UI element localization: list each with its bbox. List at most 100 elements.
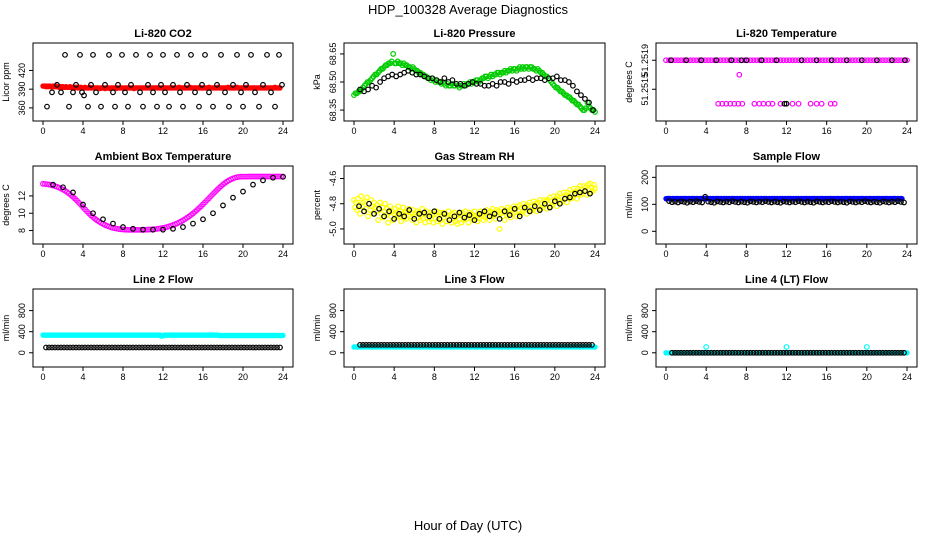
data-point [477, 341, 484, 348]
data-point [831, 57, 838, 64]
data-point [762, 349, 769, 356]
data-point [756, 198, 763, 205]
x-tick-label: 24 [278, 126, 288, 136]
data-point [750, 349, 757, 356]
data-point [540, 341, 547, 348]
data-point [148, 344, 154, 351]
data-point [804, 57, 811, 64]
y-axis-label: degrees C [624, 61, 634, 103]
y-tick-label: 51.2519 [640, 44, 650, 77]
data-point [729, 349, 736, 356]
data-point [880, 57, 886, 64]
x-tick-label: 24 [278, 249, 288, 259]
data-point [240, 188, 246, 195]
data-point [873, 349, 880, 356]
data-point [451, 213, 458, 220]
data-point [232, 344, 238, 351]
x-tick-label: 20 [238, 372, 248, 382]
y-tick-label: 390 [17, 82, 27, 97]
data-point [747, 198, 754, 205]
data-point [70, 189, 76, 196]
x-tick-label: 12 [469, 249, 479, 259]
data-point [256, 344, 262, 351]
series-samples [50, 173, 286, 233]
data-point [556, 200, 563, 207]
data-point [98, 103, 104, 110]
data-point [708, 199, 715, 206]
data-point [867, 57, 874, 64]
data-point [62, 51, 68, 58]
data-point [364, 194, 370, 201]
data-point [819, 349, 826, 356]
data-point [49, 89, 55, 96]
data-point [675, 199, 681, 206]
data-point [492, 341, 499, 348]
data-point [876, 57, 883, 64]
data-point [489, 341, 496, 348]
x-tick-label: 12 [469, 372, 479, 382]
data-point [792, 349, 799, 356]
data-point [732, 198, 739, 205]
data-point [741, 57, 748, 64]
data-point [861, 57, 868, 64]
plot-frame [32, 42, 294, 122]
data-point [260, 173, 266, 180]
data-point [720, 199, 727, 206]
data-point [756, 57, 763, 64]
data-point [453, 341, 460, 348]
data-point [789, 198, 796, 205]
data-point [271, 344, 277, 351]
data-point [130, 225, 136, 232]
data-point [49, 344, 55, 351]
data-point [486, 213, 493, 220]
data-point [713, 57, 720, 64]
data-point [825, 57, 832, 64]
data-point [243, 81, 249, 88]
x-tick-label: 16 [822, 249, 832, 259]
y-axis-label: kPa [312, 74, 322, 90]
x-tick-label: 12 [781, 126, 791, 136]
data-point [708, 349, 715, 356]
data-point [184, 81, 190, 88]
data-point [223, 344, 229, 351]
data-point [816, 57, 823, 64]
data-point [229, 344, 235, 351]
data-point [459, 341, 466, 348]
data-point [786, 57, 793, 64]
data-point [268, 344, 274, 351]
data-point [741, 349, 748, 356]
data-point [732, 349, 739, 356]
data-point [46, 344, 52, 351]
x-tick-label: 4 [704, 372, 709, 382]
data-point [437, 79, 444, 85]
data-point [526, 208, 533, 215]
plot-area [40, 51, 285, 110]
data-point [414, 341, 421, 348]
y-tick-label: 800 [640, 303, 650, 318]
data-point [723, 198, 730, 205]
data-point [121, 344, 127, 351]
data-point [768, 349, 775, 356]
data-point [226, 103, 232, 110]
data-point [883, 198, 889, 205]
data-point [256, 173, 262, 180]
data-point [795, 349, 802, 356]
data-point [157, 344, 163, 351]
data-point [735, 199, 742, 206]
data-point [443, 218, 450, 225]
y-tick-label: -4.6 [328, 171, 338, 187]
data-point [858, 349, 865, 356]
data-point [780, 198, 787, 205]
data-point [852, 199, 859, 206]
data-point [169, 344, 175, 351]
data-point [127, 344, 133, 351]
data-point [783, 100, 790, 107]
data-point [377, 199, 384, 206]
chart-title: Line 4 (LT) Flow [745, 274, 828, 286]
plot-frame [655, 165, 918, 245]
data-point [160, 226, 166, 233]
data-point [486, 217, 493, 224]
data-point [831, 100, 838, 107]
x-tick-label: 0 [663, 249, 668, 259]
data-point [77, 51, 83, 58]
